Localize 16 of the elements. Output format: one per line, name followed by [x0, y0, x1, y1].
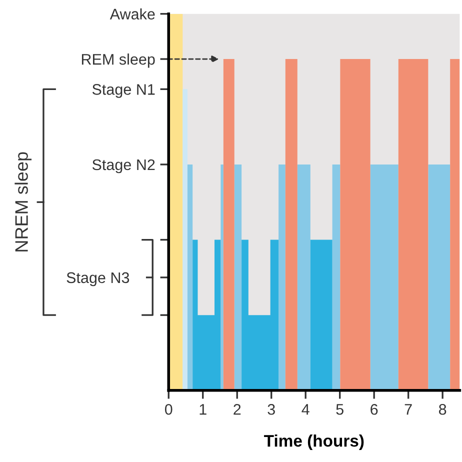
text: Stage N3: [66, 272, 130, 286]
x-tick-label: 1: [200, 404, 206, 415]
x-tick-label: 2: [234, 404, 241, 415]
x-axis-title: Time (hours): [264, 434, 364, 450]
text: Awake: [110, 8, 155, 20]
x-tick-label: 7: [404, 404, 412, 415]
text: Stage N2: [92, 159, 155, 174]
x-tick-label: 0: [164, 404, 172, 415]
text: Stage N1: [92, 84, 155, 98]
x-tick-label: 4: [302, 404, 310, 415]
x-tick-label: 3: [268, 404, 275, 415]
x-tick-label: 5: [336, 404, 344, 415]
x-tick-label: 6: [370, 404, 378, 415]
x-tick-label: 8: [438, 404, 446, 415]
text: NREM sleep: [14, 152, 32, 252]
text: REM sleep: [82, 54, 155, 68]
